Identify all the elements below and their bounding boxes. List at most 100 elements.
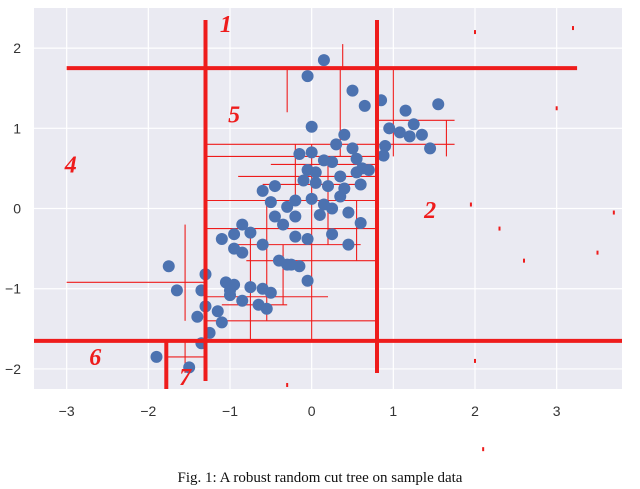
data-point	[326, 202, 339, 215]
region-label: 4	[64, 152, 77, 178]
data-point	[350, 152, 363, 165]
data-point	[334, 170, 347, 183]
data-point	[403, 130, 416, 143]
data-point	[191, 310, 204, 323]
data-point	[285, 258, 298, 271]
data-point	[293, 147, 306, 160]
data-point	[244, 226, 257, 239]
data-point	[215, 316, 228, 329]
data-point	[244, 281, 257, 294]
data-point	[264, 196, 277, 209]
stray-mark	[286, 382, 289, 387]
data-point	[162, 260, 175, 273]
y-tick-label: 1	[13, 120, 21, 136]
data-point	[264, 286, 277, 299]
data-point	[342, 206, 355, 219]
stray-mark	[474, 30, 476, 35]
data-point	[301, 70, 314, 83]
data-point	[289, 210, 302, 223]
stray-mark	[555, 106, 558, 111]
data-point	[297, 174, 310, 187]
data-point	[305, 146, 318, 159]
data-point	[383, 122, 396, 135]
x-tick-label: 1	[389, 403, 397, 419]
data-point	[268, 180, 281, 193]
x-tick-label: 2	[471, 403, 479, 419]
data-point	[358, 99, 371, 112]
data-point	[354, 178, 367, 191]
data-point	[350, 166, 363, 179]
data-point	[377, 149, 390, 162]
data-point	[260, 302, 273, 315]
data-point	[236, 218, 249, 231]
data-point	[277, 218, 290, 231]
region-labels: 1 5 4 2 6 7	[64, 12, 436, 391]
data-point	[399, 104, 412, 117]
data-point	[183, 361, 196, 374]
stray-mark	[612, 210, 615, 215]
x-tick-label: −1	[222, 403, 238, 419]
data-point	[362, 164, 375, 177]
data-point	[342, 238, 355, 251]
data-point	[211, 305, 224, 318]
stray-mark	[482, 447, 485, 452]
data-point	[215, 233, 228, 246]
x-tick-label: −3	[59, 403, 75, 419]
stray-marks	[286, 26, 615, 452]
stray-mark	[596, 250, 599, 255]
x-tick-labels: −3 −2 −1 0 1 2 3	[59, 403, 561, 419]
data-point	[407, 118, 420, 131]
data-point	[322, 180, 334, 193]
data-point	[305, 120, 318, 133]
stray-mark	[572, 26, 574, 31]
data-point	[236, 246, 249, 259]
data-point	[256, 238, 269, 251]
data-point	[289, 230, 302, 243]
data-point	[236, 294, 249, 307]
data-point	[393, 126, 406, 139]
data-point	[281, 200, 294, 213]
data-point	[432, 98, 445, 111]
data-point	[170, 284, 183, 297]
region-label: 1	[220, 12, 232, 38]
data-point	[228, 228, 241, 241]
data-point	[326, 156, 339, 169]
data-point	[256, 184, 269, 197]
data-point	[301, 274, 314, 287]
data-point	[334, 190, 347, 203]
figure-caption: Fig. 1: A robust random cut tree on samp…	[177, 470, 463, 486]
major-cut-lines	[34, 20, 622, 389]
y-tick-label: −1	[5, 281, 21, 297]
data-point	[273, 254, 285, 267]
data-point	[338, 128, 351, 141]
region-label: 2	[423, 198, 436, 224]
data-point	[424, 142, 437, 155]
x-tick-label: 0	[308, 403, 316, 419]
data-point	[354, 216, 367, 229]
data-point	[224, 289, 236, 302]
data-point	[289, 194, 302, 207]
data-point	[330, 138, 343, 151]
stray-mark	[523, 258, 525, 263]
data-point	[309, 166, 322, 179]
y-tick-labels: 2 1 0 −1 −2	[5, 40, 21, 377]
y-tick-label: −2	[5, 361, 21, 377]
data-point	[317, 54, 330, 67]
data-points	[150, 54, 445, 374]
data-point	[346, 142, 359, 155]
region-label: 5	[228, 103, 240, 129]
data-point	[313, 208, 326, 221]
data-point	[301, 233, 314, 246]
data-point	[415, 128, 428, 141]
y-tick-label: 0	[13, 201, 21, 217]
x-tick-label: 3	[553, 403, 561, 419]
region-label: 6	[89, 345, 101, 371]
data-point	[309, 176, 322, 189]
x-tick-label: −2	[140, 403, 156, 419]
region-label: 7	[179, 365, 192, 391]
stray-mark	[469, 202, 472, 207]
data-point	[268, 210, 281, 223]
y-tick-label: 2	[13, 40, 21, 56]
stray-mark	[474, 358, 476, 363]
